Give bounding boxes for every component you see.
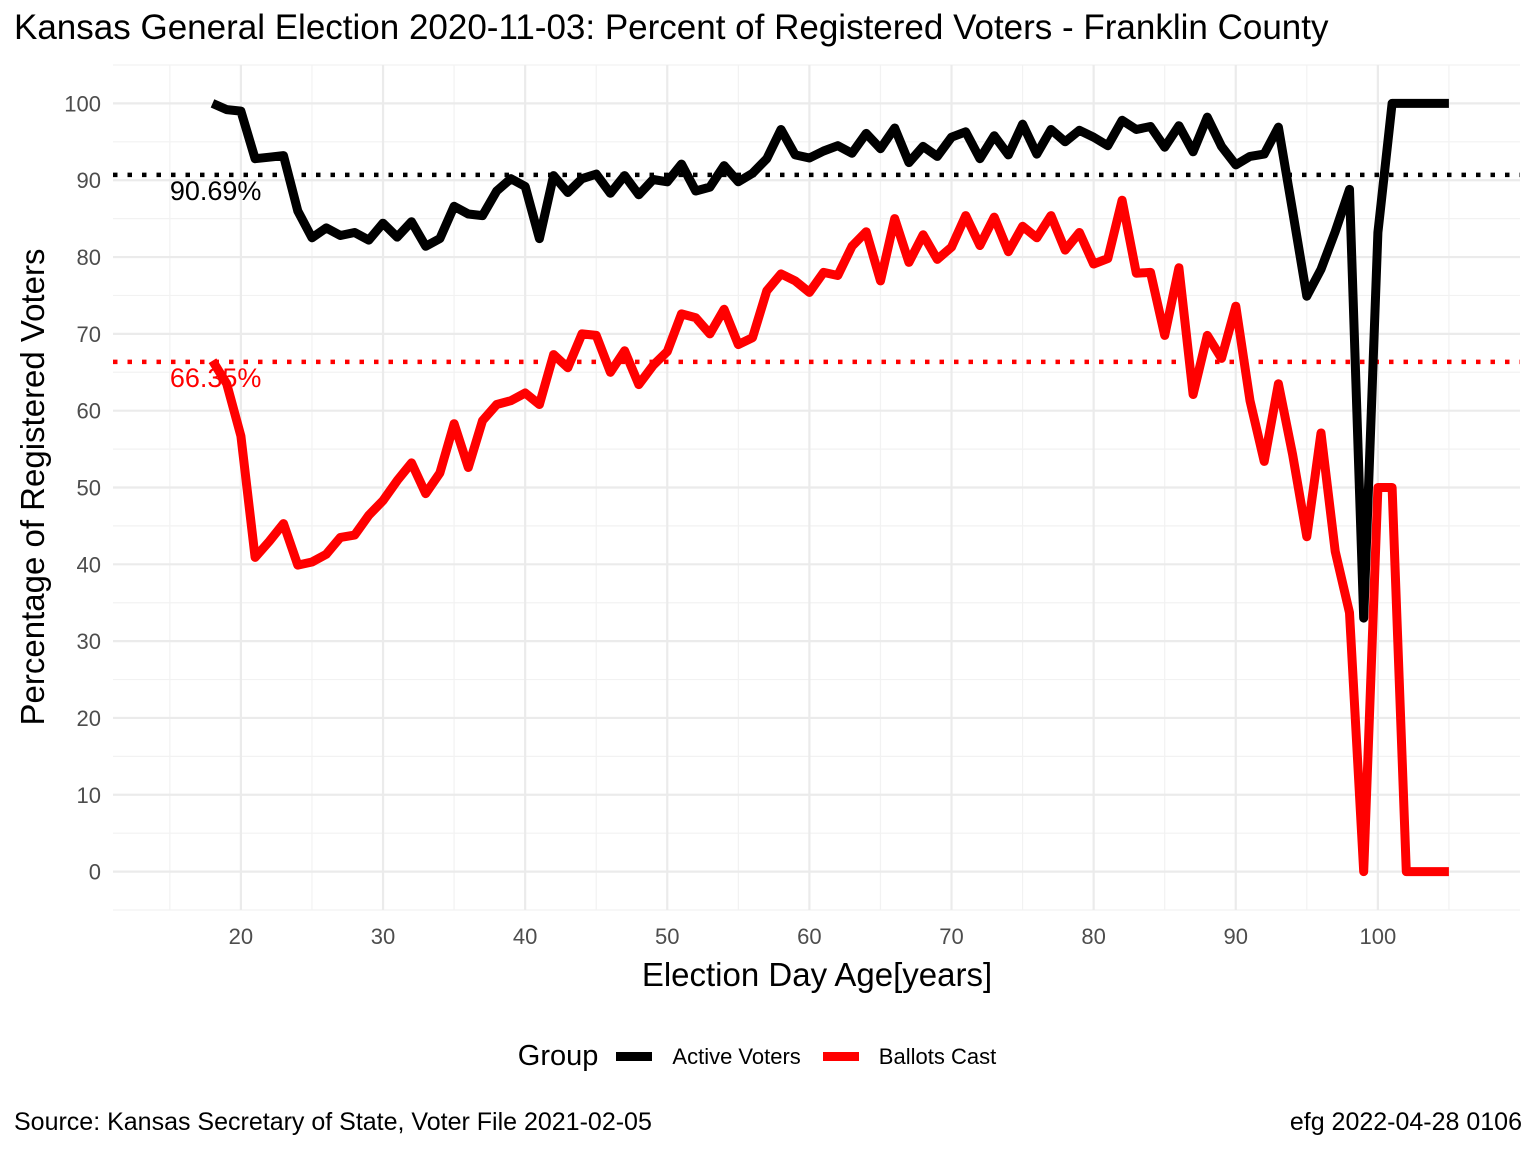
x-axis-ticks: 20 30 40 50 60 70 80 90 100: [229, 924, 1397, 949]
source-note: Source: Kansas Secretary of State, Voter…: [14, 1108, 652, 1136]
y-tick-label: 80: [77, 245, 101, 270]
x-tick-label: 50: [655, 924, 679, 949]
reference-label: 90.69%: [170, 176, 262, 206]
reference-lines: 90.69%66.35%: [113, 172, 1520, 393]
y-tick-label: 0: [89, 860, 101, 885]
y-tick-label: 100: [64, 91, 101, 116]
y-tick-label: 70: [77, 322, 101, 347]
y-tick-label: 20: [77, 706, 101, 731]
series-line-active-voters: [210, 98, 1449, 623]
legend-label-ballots-cast: Ballots Cast: [878, 1043, 997, 1069]
grid-lines: [113, 64, 1520, 911]
y-tick-label: 90: [77, 168, 101, 193]
x-tick-label: 20: [229, 924, 253, 949]
x-tick-label: 70: [939, 924, 963, 949]
x-tick-label: 30: [371, 924, 395, 949]
legend-title: Group: [517, 1040, 599, 1072]
y-tick-label: 60: [77, 399, 101, 424]
legend-item-active-voters: Active Voters: [616, 1043, 801, 1070]
legend: Group Active Voters Ballots Cast: [0, 1040, 1536, 1073]
legend-key-active-voters: [616, 1052, 653, 1061]
y-tick-label: 50: [77, 476, 101, 501]
y-tick-label: 10: [77, 783, 101, 808]
y-tick-label: 30: [77, 629, 101, 654]
legend-label-active-voters: Active Voters: [672, 1043, 801, 1069]
y-axis-ticks: 0 10 20 30 40 50 60 70 80 90 100: [64, 91, 101, 884]
chart-title: Kansas General Election 2020-11-03: Perc…: [14, 8, 1329, 47]
x-tick-label: 100: [1360, 924, 1397, 949]
credit-note: efg 2022-04-28 0106: [1289, 1108, 1522, 1136]
series-lines: [208, 98, 1449, 877]
x-axis-title: Election Day Age[years]: [642, 956, 992, 993]
legend-item-ballots-cast: Ballots Cast: [822, 1043, 997, 1070]
y-axis-title: Percentage of Registered Voters: [14, 249, 51, 726]
y-tick-label: 40: [77, 552, 101, 577]
x-tick-label: 80: [1081, 924, 1105, 949]
x-tick-label: 90: [1224, 924, 1248, 949]
x-tick-label: 60: [797, 924, 821, 949]
series-line-ballots-cast: [208, 195, 1449, 877]
x-tick-label: 40: [513, 924, 537, 949]
legend-key-ballots-cast: [822, 1052, 859, 1061]
